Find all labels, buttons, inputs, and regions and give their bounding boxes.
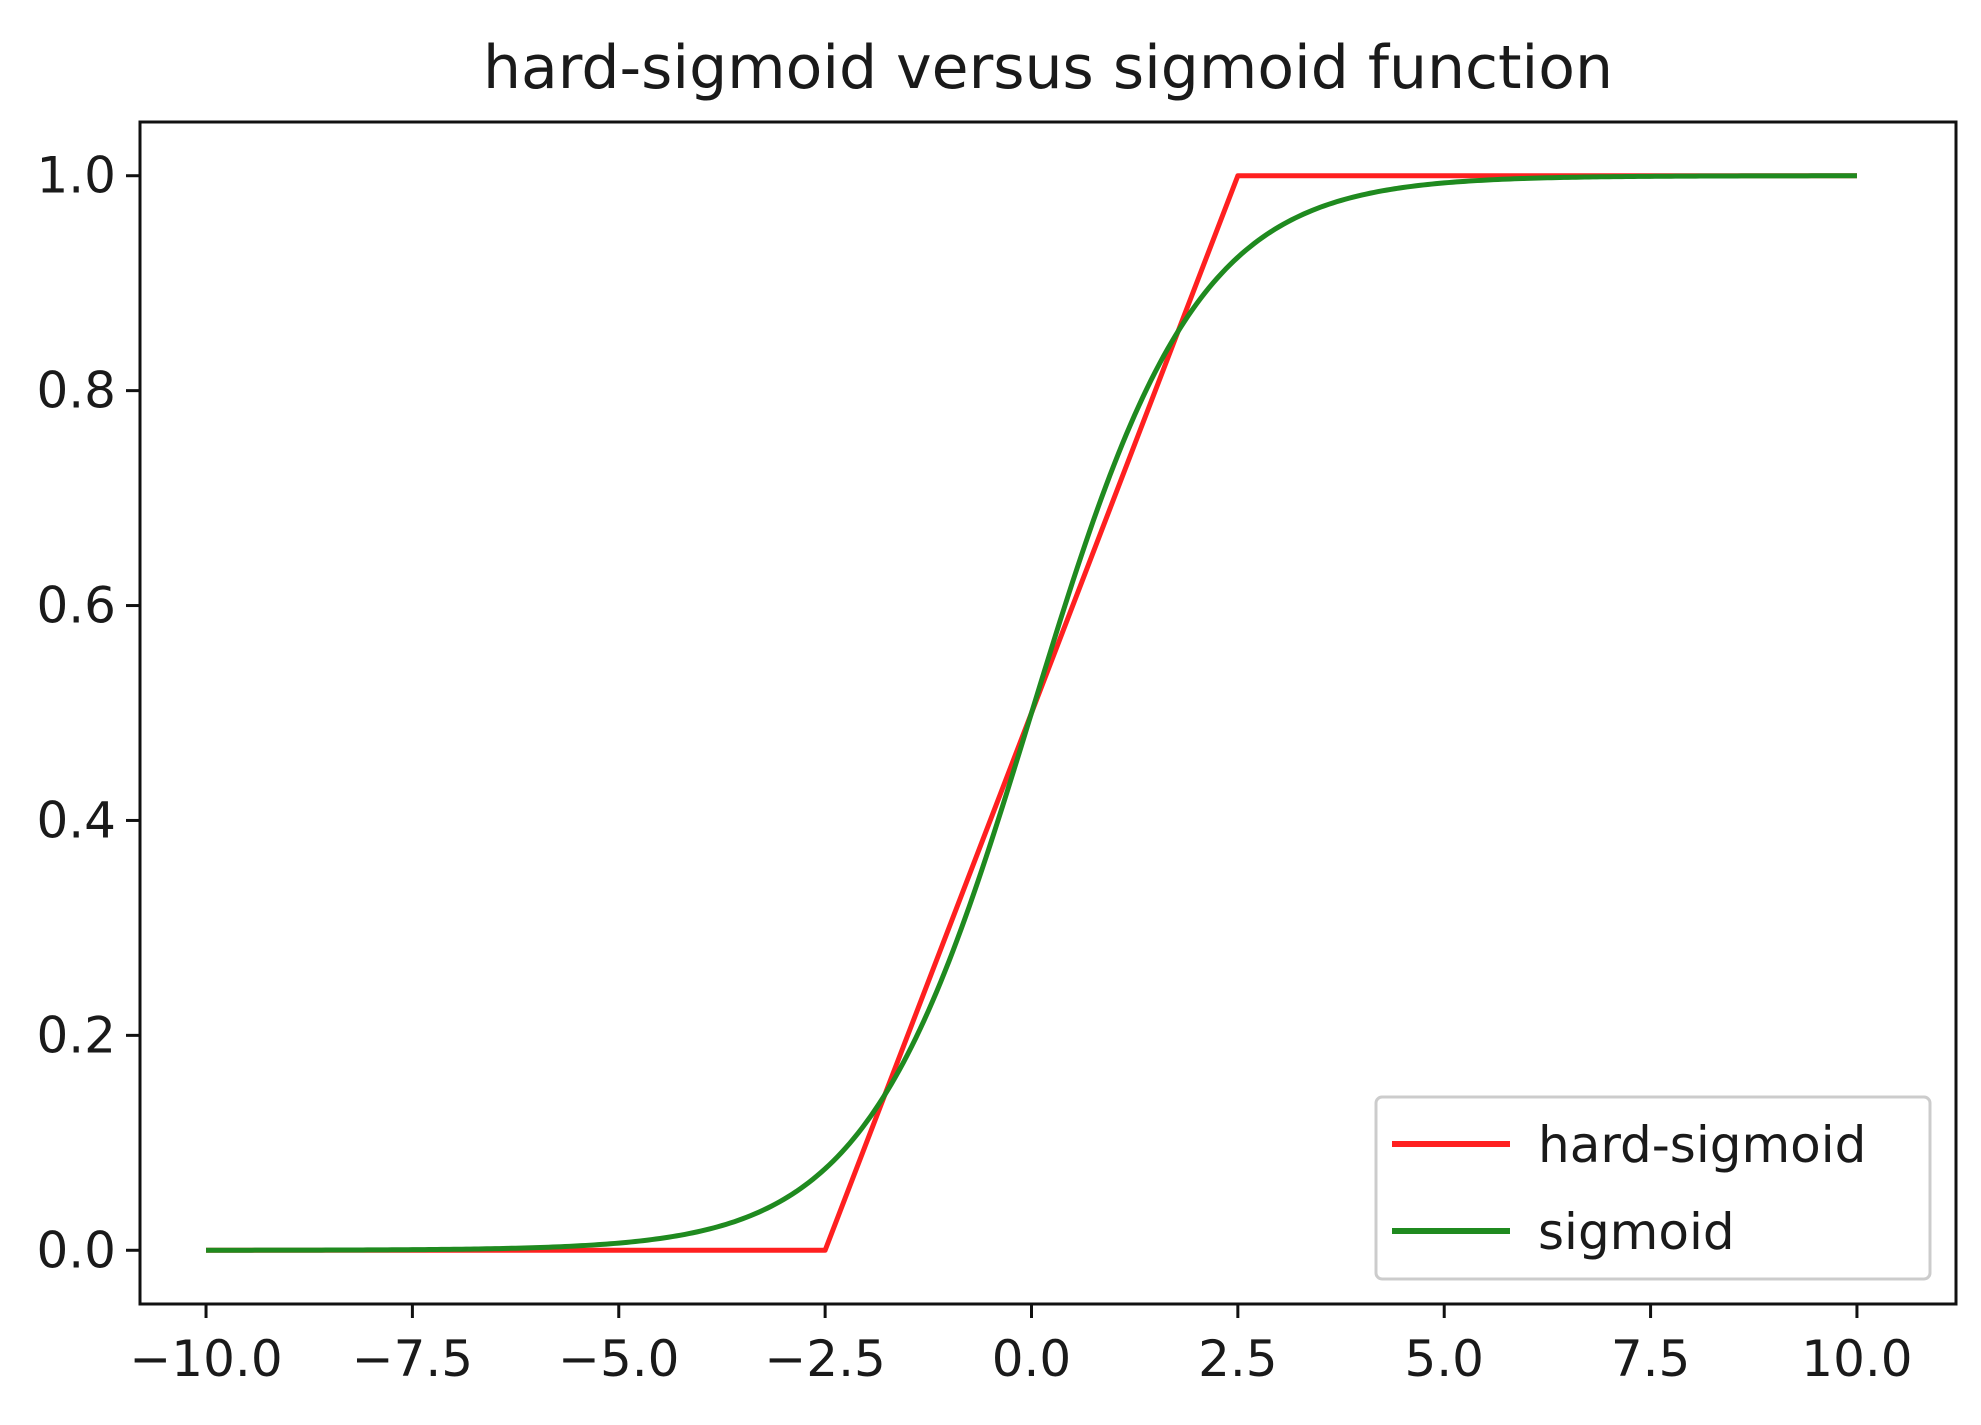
y-tick-label: 0.2 <box>36 1006 116 1064</box>
series-line-sigmoid <box>206 173 1857 1253</box>
legend: hard-sigmoid sigmoid <box>1374 1095 1932 1281</box>
legend-label-hard-sigmoid: hard-sigmoid <box>1538 1116 1866 1174</box>
legend-box <box>1374 1095 1932 1281</box>
y-tick-label: 0.8 <box>36 362 116 420</box>
x-axis: −10.0 −7.5 −5.0 −2.5 0.0 2.5 5.0 7.5 10.0 <box>129 1304 1913 1388</box>
x-tick-label: 5.0 <box>1404 1330 1484 1388</box>
y-tick-label: 0.6 <box>36 577 116 635</box>
plot-area <box>206 173 1857 1253</box>
y-tick-label: 0.0 <box>36 1221 116 1279</box>
x-tick-label: −7.5 <box>352 1330 473 1388</box>
chart-title: hard-sigmoid versus sigmoid function <box>483 33 1613 103</box>
x-tick-label: −5.0 <box>558 1330 679 1388</box>
x-tick-label: −2.5 <box>764 1330 885 1388</box>
y-tick-label: 1.0 <box>36 147 116 205</box>
x-tick-label: −10.0 <box>129 1330 282 1388</box>
y-axis: 0.0 0.2 0.4 0.6 0.8 1.0 <box>36 147 140 1279</box>
x-tick-label: 7.5 <box>1611 1330 1691 1388</box>
x-tick-label: 0.0 <box>992 1330 1072 1388</box>
y-tick-label: 0.4 <box>36 791 116 849</box>
plot-frame <box>138 120 1958 1306</box>
x-tick-label: 2.5 <box>1198 1330 1278 1388</box>
legend-label-sigmoid: sigmoid <box>1538 1203 1735 1261</box>
x-tick-label: 10.0 <box>1801 1330 1912 1388</box>
